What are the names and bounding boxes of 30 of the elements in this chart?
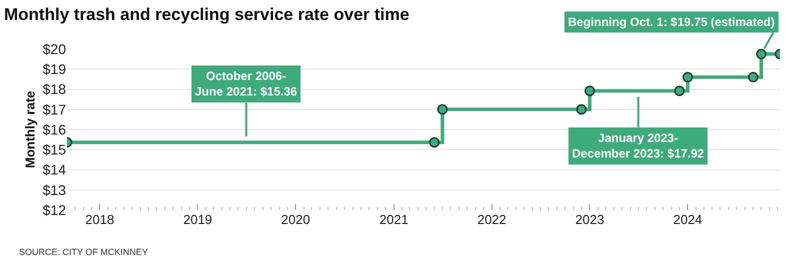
point: [674, 86, 685, 96]
annotation: Beginning Oct. 1: $19.75 (estimated): [568, 15, 775, 29]
point: [756, 49, 766, 60]
chart-title: Monthly trash and recycling service rate over time: [4, 4, 410, 24]
point: [429, 137, 440, 148]
x-tick-label: 2024: [673, 212, 702, 227]
x-tick-label: 2022: [477, 212, 506, 227]
x-tick-label: 2020: [281, 212, 310, 227]
point: [576, 104, 587, 115]
y-tick-label: $12: [42, 202, 66, 218]
source-note: SOURCE: CITY OF MCKINNEY: [19, 247, 148, 257]
y-tick-label: $15: [42, 142, 66, 158]
x-tick-label: 2019: [183, 212, 212, 227]
point: [584, 86, 595, 96]
point: [682, 72, 693, 82]
y-tick-label: $17: [42, 101, 66, 118]
x-tick-label: 2023: [575, 212, 604, 227]
y-tick-label: $13: [42, 182, 66, 198]
y-tick-label: $14: [42, 162, 66, 178]
point: [437, 104, 448, 115]
y-tick-label: $16: [42, 121, 66, 138]
x-tick-label: 2021: [379, 212, 408, 227]
x-tick-label: 2018: [85, 212, 114, 227]
y-tick-label: $18: [42, 81, 66, 98]
point: [748, 72, 758, 82]
annotation: October 2006- June 2021: $15.36: [195, 69, 298, 99]
y-axis-title: Monthly rate: [22, 90, 38, 168]
annotation: January 2023- December 2023: $17.92: [572, 131, 704, 161]
y-tick-label: $20: [42, 40, 66, 57]
y-tick-label: $19: [42, 61, 66, 78]
